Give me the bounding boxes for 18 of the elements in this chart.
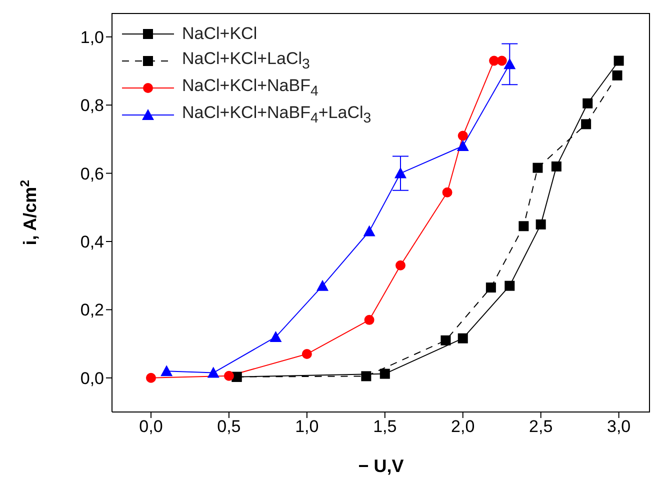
legend-label: NaCl+KCl+NaBF$_{4}$	[182, 76, 318, 100]
y-tick-label: 0,4	[80, 232, 104, 252]
x-tick-label: 1,0	[295, 417, 319, 436]
x-tick-label: 0,0	[139, 417, 163, 436]
y-tick-label: 0,2	[80, 300, 104, 320]
x-tick-label: 0,5	[217, 417, 241, 436]
y-tick-label: 0,0	[80, 368, 104, 388]
x-axis-title: − U,V	[358, 456, 404, 476]
legend-label: NaCl+KCl+NaBF$_{4}$+LaCl$_{3}$	[182, 102, 372, 126]
x-tick-label: 1,5	[373, 417, 397, 436]
legend-label: NaCl+KCl	[182, 24, 258, 44]
x-tick-label: 2,5	[529, 417, 553, 436]
y-tick-label: 0,8	[80, 96, 104, 116]
x-tick-label: 2,0	[451, 417, 475, 436]
legend-label: NaCl+KCl+LaCl$_{3}$	[182, 48, 310, 72]
x-tick-label: 3,0	[606, 417, 631, 436]
y-tick-label: 0,6	[80, 164, 104, 184]
y-tick-label: 1,0	[80, 28, 104, 47]
